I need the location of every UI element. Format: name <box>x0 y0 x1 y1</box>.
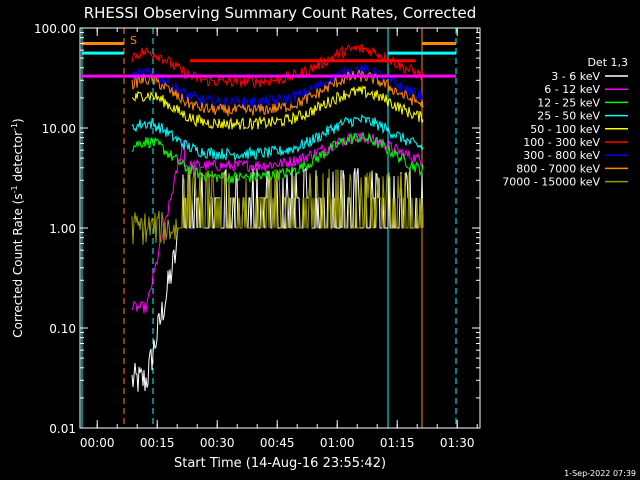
y-tick-label: 0.01 <box>49 422 76 436</box>
legend-label: 12 - 25 keV <box>537 96 600 109</box>
x-axis-label: Start Time (14-Aug-16 23:55:42) <box>174 456 386 471</box>
series-line <box>131 64 424 110</box>
legend-label: 100 - 300 keV <box>523 136 600 149</box>
y-tick-label: 100.00 <box>34 22 76 36</box>
legend-title: Det 1,3 <box>587 56 628 69</box>
y-tick-label: 0.10 <box>49 322 76 336</box>
x-tick-label: 00:30 <box>200 436 235 450</box>
x-tick-label: 00:00 <box>80 436 115 450</box>
series-line <box>131 167 424 392</box>
plot-area: S <box>81 28 457 428</box>
legend-label: 25 - 50 keV <box>537 110 600 123</box>
legend-label: 800 - 7000 keV <box>516 162 600 175</box>
legend-label: 6 - 12 keV <box>544 83 600 96</box>
x-tick-label: 01:30 <box>440 436 475 450</box>
y-tick-label: 1.00 <box>49 222 76 236</box>
x-tick-label: 00:45 <box>260 436 295 450</box>
legend-label: 7000 - 15000 keV <box>502 176 600 189</box>
legend-label: 300 - 800 keV <box>523 149 600 162</box>
x-tick-label: 01:00 <box>320 436 355 450</box>
legend-label: 50 - 100 keV <box>530 123 600 136</box>
axes: 100.00 10.00 1.00 0.10 0.01 00:00 00:15 00:30 00… <box>34 22 480 450</box>
chart-title: RHESSI Observing Summary Count Rates, Co… <box>84 4 477 22</box>
y-tick-label: 10.00 <box>42 122 76 136</box>
y-axis-label: Corrected Count Rate (s-1 detector-1) <box>10 118 25 337</box>
footer-date: 1-Sep-2022 07:39 <box>564 469 636 478</box>
series-line <box>131 113 424 162</box>
legend-label: 3 - 6 keV <box>551 70 600 83</box>
series-line <box>131 84 424 131</box>
x-tick-label: 01:15 <box>380 436 415 450</box>
x-tick-label: 00:15 <box>140 436 175 450</box>
flag-label: S <box>130 34 137 47</box>
series-line <box>131 168 424 245</box>
